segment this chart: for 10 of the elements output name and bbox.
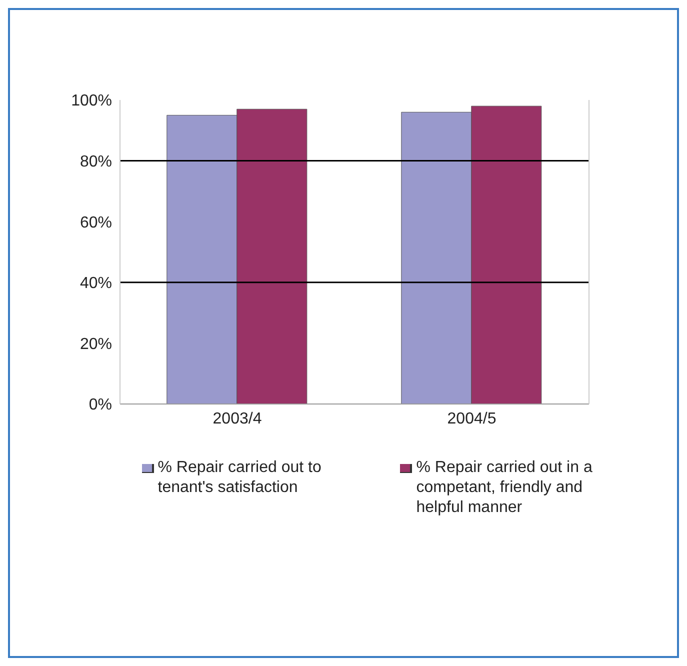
y-tick-label: 60% [80, 214, 112, 232]
y-tick-label: 80% [80, 153, 112, 170]
y-tick-label: 20% [80, 336, 112, 353]
legend-label: % Repair carried out in a competant, friendly and helpful manner [416, 458, 594, 518]
y-tick-label: 0% [88, 396, 112, 414]
legend-label: % Repair carried out to tenant's satisfaction [158, 458, 322, 498]
x-tick-label: 2003/4 [212, 410, 262, 428]
y-tick-label: 100% [71, 92, 112, 110]
x-tick-label: 2004/5 [447, 410, 496, 428]
y-tick-label: 40% [80, 275, 112, 292]
